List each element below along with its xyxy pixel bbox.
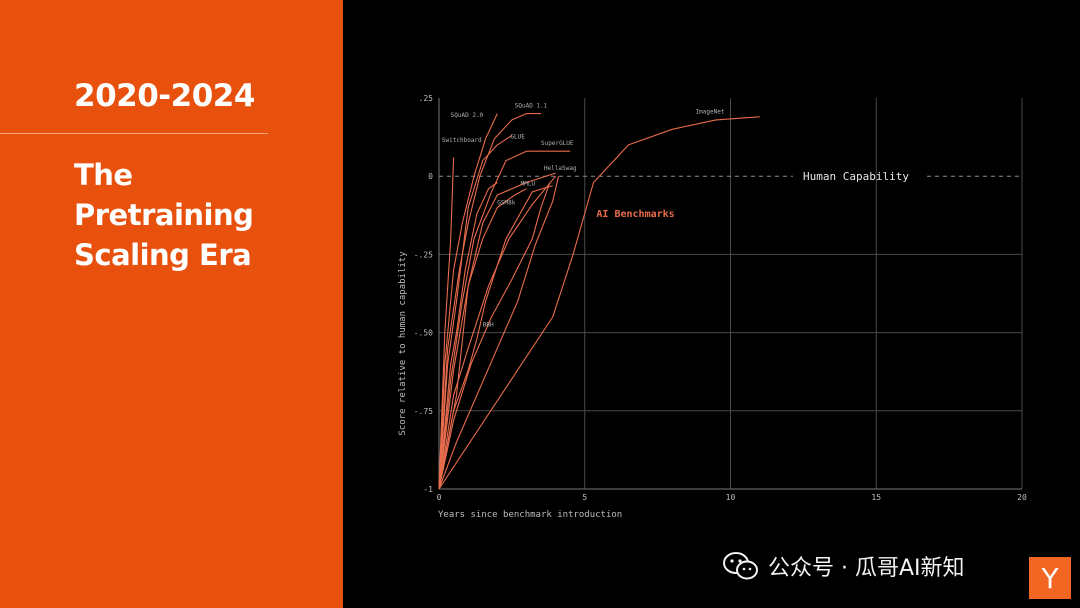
series-line: [438, 172, 556, 490]
wechat-icon: [723, 552, 758, 580]
x-tick-label: 15: [871, 493, 881, 502]
benchmark-labels: SQuAD 2.0 SQuAD 1.1 Switchboard GLUE SuperGL…: [442, 102, 725, 328]
y-tick-label: -1: [423, 485, 433, 494]
benchmark-chart: Human Capability SQuAD 2.0 SQuAD 1.1 Switc…: [398, 94, 1027, 520]
benchmark-label: MMLU: [521, 181, 536, 188]
series-line: [438, 188, 527, 490]
era-title-line-2: Pretraining: [74, 198, 254, 232]
era-title-line-1: The: [74, 158, 133, 192]
benchmark-label: SQuAD 1.1: [515, 102, 548, 109]
y-tick-label: 0: [428, 172, 433, 181]
watermark-text: 公众号 · 瓜哥AI新知: [768, 556, 965, 581]
series-line: [438, 157, 455, 490]
benchmark-label: Switchboard: [442, 137, 482, 144]
benchmark-label: ImageNet: [696, 109, 725, 116]
x-tick-label: 0: [437, 493, 442, 502]
divider-line: [0, 133, 268, 134]
benchmark-label: HellaSwag: [544, 165, 577, 172]
yc-logo: Y: [1029, 557, 1071, 599]
x-tick-label: 5: [582, 493, 587, 502]
series-line: [438, 182, 551, 490]
y-tick-label: -.50: [414, 329, 433, 338]
series-line: [438, 182, 498, 490]
y-axis-title: Score relative to human capability: [398, 251, 408, 436]
x-axis-title: Years since benchmark introduction: [438, 510, 622, 520]
watermark: 公众号 · 瓜哥AI新知: [722, 550, 965, 582]
y-tick-label: .25: [419, 94, 434, 103]
series-line: [438, 113, 498, 490]
x-tick-label: 20: [1017, 493, 1027, 502]
x-tick-label: 10: [726, 493, 736, 502]
series-line: [438, 116, 760, 490]
series-line: [438, 185, 553, 490]
era-title-line-3: Scaling Era: [74, 238, 252, 272]
axis-ticks: 0 5 10 15 20 .25 0 -.25 -.50 -.75 -1: [414, 94, 1027, 502]
series-line: [438, 113, 541, 490]
series-line: [438, 175, 557, 490]
series-line: [438, 150, 571, 490]
benchmark-label: GLUE: [510, 134, 525, 141]
human-capability-reference: Human Capability: [439, 170, 1022, 183]
series-line: [438, 176, 560, 490]
y-tick-label: -.25: [414, 250, 433, 259]
benchmark-label: SQuAD 2.0: [451, 112, 484, 119]
series-line: [438, 135, 513, 490]
benchmark-label: BBH: [483, 321, 494, 328]
human-capability-label: Human Capability: [803, 170, 909, 183]
era-title: The Pretraining Scaling Era: [74, 155, 254, 275]
y-tick-label: -.75: [414, 407, 433, 416]
series-lines: [438, 113, 760, 490]
series-title-label: AI Benchmarks: [596, 209, 674, 220]
chart-grid: [438, 98, 1023, 490]
year-range-heading: 2020-2024: [74, 78, 255, 114]
title-panel: 2020-2024 The Pretraining Scaling Era: [0, 0, 343, 608]
benchmark-label: SuperGLUE: [541, 140, 574, 147]
benchmark-label: GSM8k: [497, 199, 515, 206]
